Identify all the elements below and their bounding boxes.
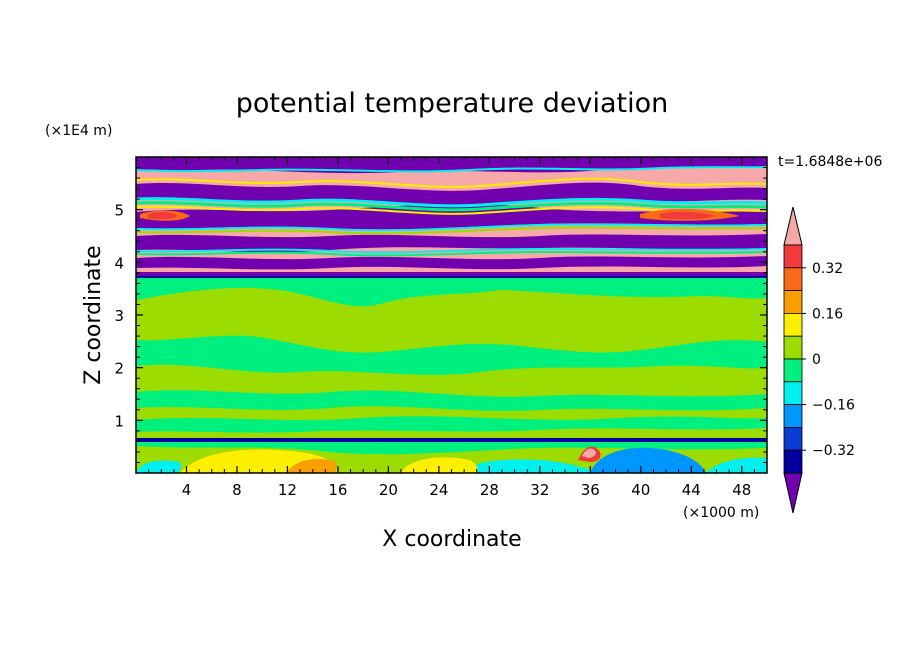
- colorbar-tick-label: −0.32: [812, 443, 855, 459]
- colorbar-bin: [783, 381, 803, 405]
- x-tick-label: 8: [232, 481, 242, 499]
- colorbar-bin: [783, 244, 803, 269]
- streak-red-2: [660, 211, 716, 220]
- y-unit-label: (×1E4 m): [45, 123, 112, 139]
- x-tick-label: 44: [682, 481, 701, 499]
- colorbar-bin: [783, 335, 803, 360]
- colorbar: 0.32 0.16 0 −0.16 −0.32: [783, 206, 855, 514]
- y-tick-label: 3: [114, 307, 124, 325]
- streak-cyan-1: [136, 197, 767, 208]
- streak-green-1: [136, 201, 767, 212]
- chart-title: potential temperature deviation: [236, 88, 668, 119]
- streak-green-3: [136, 250, 767, 257]
- x-tick-label: 32: [530, 481, 549, 499]
- colorbar-tick-label: 0.32: [812, 261, 843, 277]
- y-tick-label: 5: [114, 202, 124, 220]
- x-tick-label: 24: [429, 481, 448, 499]
- colorbar-bin: [783, 426, 803, 451]
- colorbar-bin: [783, 404, 803, 428]
- streak-cyan-2: [136, 223, 767, 232]
- band-purple-4: [136, 256, 767, 270]
- x-axis-label: X coordinate: [382, 527, 521, 552]
- x-tick-label: 4: [182, 481, 192, 499]
- x-tick-label: 16: [328, 481, 347, 499]
- x-tick-label: 20: [379, 481, 398, 499]
- streak-yellow-3: [136, 177, 767, 188]
- region-bl-front: [136, 438, 767, 442]
- streak-yellow-2: [136, 226, 767, 235]
- colorbar-bin: [783, 312, 803, 337]
- region-bl-pink: [582, 448, 596, 458]
- contour-field: [136, 157, 767, 473]
- x-tick-label: 48: [732, 481, 751, 499]
- band-purple-1: [136, 182, 767, 205]
- region-bl-cyan-2: [136, 460, 181, 473]
- colorbar-tick-label: 0: [812, 352, 821, 368]
- x-tick-label: 28: [480, 481, 499, 499]
- colorbar-bin: [783, 358, 803, 383]
- colorbar-bin: [783, 290, 803, 314]
- x-tick-label: 40: [631, 481, 650, 499]
- region-bl-orange-1: [286, 458, 337, 473]
- region-green-streak: [136, 390, 767, 411]
- y-tick-label: 1: [114, 412, 124, 430]
- tropopause-line-2: [136, 276, 767, 278]
- time-label: t=1.6848e+06: [778, 154, 882, 170]
- streak-cyan-3: [136, 247, 767, 254]
- colorbar-bin: [783, 267, 803, 291]
- y-tick-label: 4: [114, 254, 124, 272]
- colorbar-bin: [783, 206, 803, 246]
- y-tick-label: 2: [114, 360, 124, 378]
- y-axis-label: Z coordinate: [81, 245, 106, 384]
- y-axis: 1 2 3 4 5: [114, 167, 767, 463]
- streak-red-1: [148, 211, 178, 220]
- region-bl-yellow-2: [400, 457, 478, 473]
- region-bl-cyan-3: [706, 457, 767, 473]
- region-bl-blue: [590, 447, 706, 473]
- x-tick-label: 36: [581, 481, 600, 499]
- colorbar-tick-label: 0.16: [812, 306, 843, 322]
- colorbar-tick-label: −0.16: [812, 398, 855, 414]
- x-tick-label: 12: [278, 481, 297, 499]
- colorbar-bin: [783, 472, 803, 514]
- region-light-green-patch: [136, 287, 767, 353]
- colorbar-bin: [783, 449, 803, 474]
- x-unit-label: (×1000 m): [683, 505, 759, 521]
- region-green-streak-2: [136, 416, 767, 433]
- streak-cyan-4: [136, 166, 767, 173]
- band-purple-2: [136, 204, 767, 230]
- x-axis: 4 8 12 16 20 24 28 32 36 40 44 48: [148, 157, 755, 499]
- band-purple-3: [136, 234, 767, 253]
- tropopause-line: [136, 272, 767, 276]
